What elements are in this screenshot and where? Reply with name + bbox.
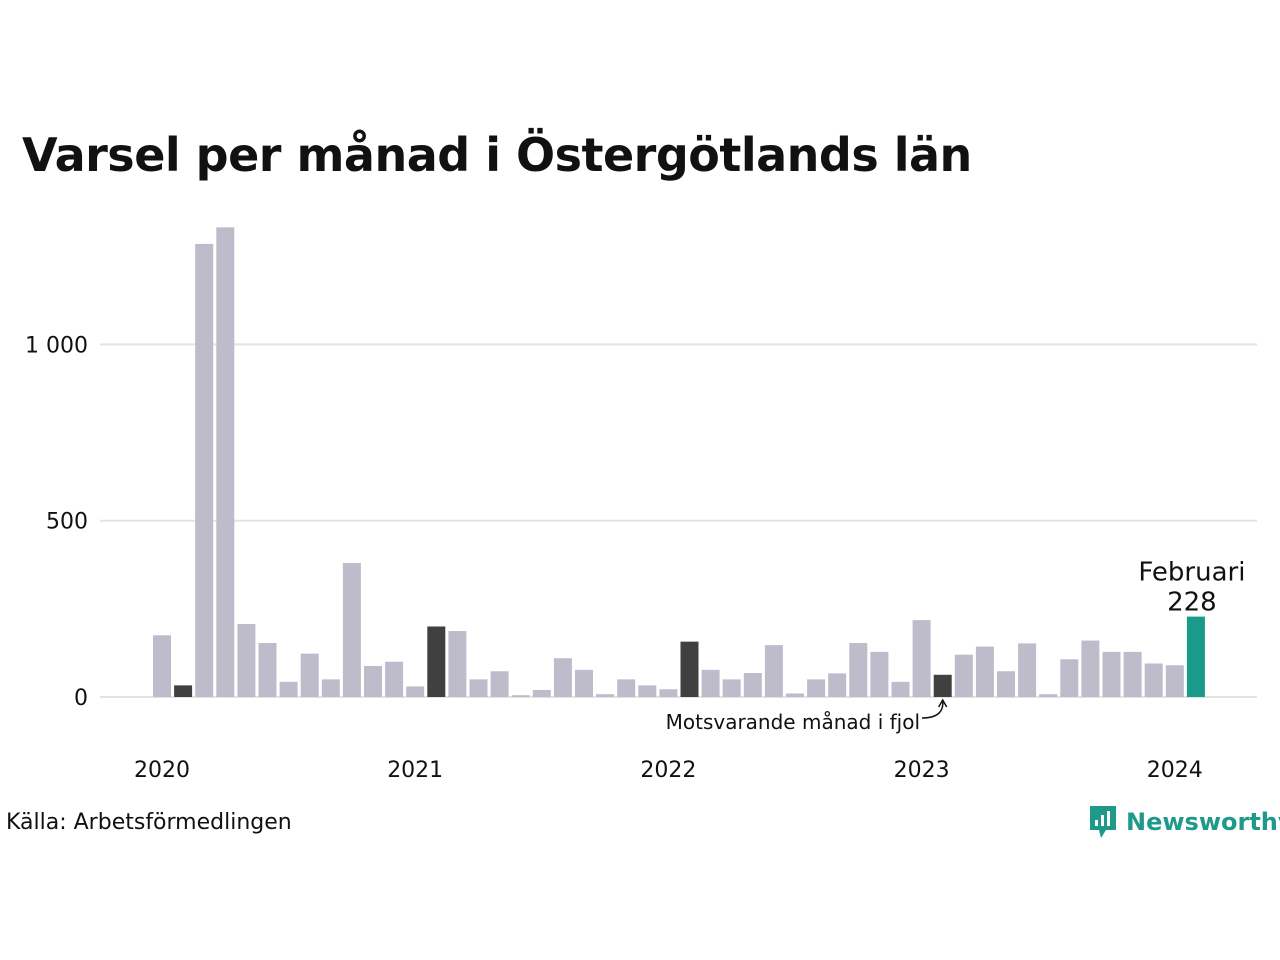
bar: [153, 635, 171, 697]
bar-chart: 0 500 1 000 2020 2021 2022 2023 2024 Februari228…: [25, 227, 1257, 783]
bar: [1039, 694, 1058, 697]
bar: [786, 693, 804, 697]
bar: [807, 679, 826, 697]
bar: [364, 665, 382, 697]
y-tick-label: 1 000: [25, 333, 88, 358]
bar: [1060, 659, 1079, 697]
highlight-month-label: Februari: [1138, 558, 1245, 588]
bar: [174, 685, 193, 697]
bar: [490, 671, 509, 697]
bar: [448, 631, 467, 697]
bar: [722, 679, 741, 697]
x-tick-label: 2020: [134, 758, 190, 783]
x-tick-label: 2024: [1147, 758, 1203, 783]
bar: [195, 243, 214, 697]
x-tick-label: 2021: [387, 758, 443, 783]
bar: [912, 620, 931, 697]
bar: [617, 679, 636, 697]
bar: [511, 695, 530, 697]
chart-title: Varsel per månad i Östergötlands län: [22, 128, 972, 182]
bar: [279, 681, 298, 697]
bar: [743, 673, 762, 697]
comparison-arrowhead: [938, 698, 948, 708]
bar: [596, 694, 615, 697]
bar: [638, 685, 657, 697]
bar: [701, 669, 720, 697]
bar: [954, 654, 973, 697]
bar: [828, 673, 847, 697]
bar: [1102, 651, 1121, 697]
bar: [1144, 663, 1163, 697]
bar: [1123, 651, 1142, 697]
bar: [342, 563, 361, 697]
bar: [975, 646, 994, 697]
bar: [532, 689, 551, 697]
source-note: Källa: Arbetsförmedlingen: [6, 810, 292, 835]
highlight-value-label: 228: [1167, 588, 1217, 618]
bar: [933, 674, 952, 697]
bar: [300, 653, 319, 697]
bar: [427, 626, 446, 697]
bar: [553, 658, 572, 697]
bar: [1081, 640, 1100, 697]
comparison-label: Motsvarande månad i fjol: [666, 710, 920, 734]
x-tick-label: 2022: [640, 758, 696, 783]
brand-logo: Newsworthy: [1088, 804, 1280, 840]
y-tick-label: 500: [46, 510, 88, 535]
bar: [258, 643, 277, 697]
bar: [659, 689, 678, 697]
bar: [469, 679, 488, 697]
bar: [870, 651, 889, 697]
newsworthy-icon: [1090, 806, 1116, 838]
bar: [406, 686, 425, 697]
bar: [216, 227, 235, 698]
bar: [237, 624, 256, 697]
comparison-arrow: [921, 699, 944, 719]
bar: [849, 643, 868, 697]
bar: [997, 671, 1015, 697]
x-tick-label: 2023: [894, 758, 950, 783]
bar: [1186, 616, 1205, 697]
y-tick-label: 0: [74, 686, 88, 711]
bar: [321, 679, 340, 697]
bar: [385, 661, 404, 697]
bar: [575, 669, 593, 697]
bar: [680, 641, 699, 697]
bar: [1018, 643, 1037, 697]
bar: [1165, 665, 1184, 697]
bar: [764, 645, 783, 697]
bar: [891, 681, 910, 697]
brand-name: Newsworthy: [1126, 808, 1280, 836]
